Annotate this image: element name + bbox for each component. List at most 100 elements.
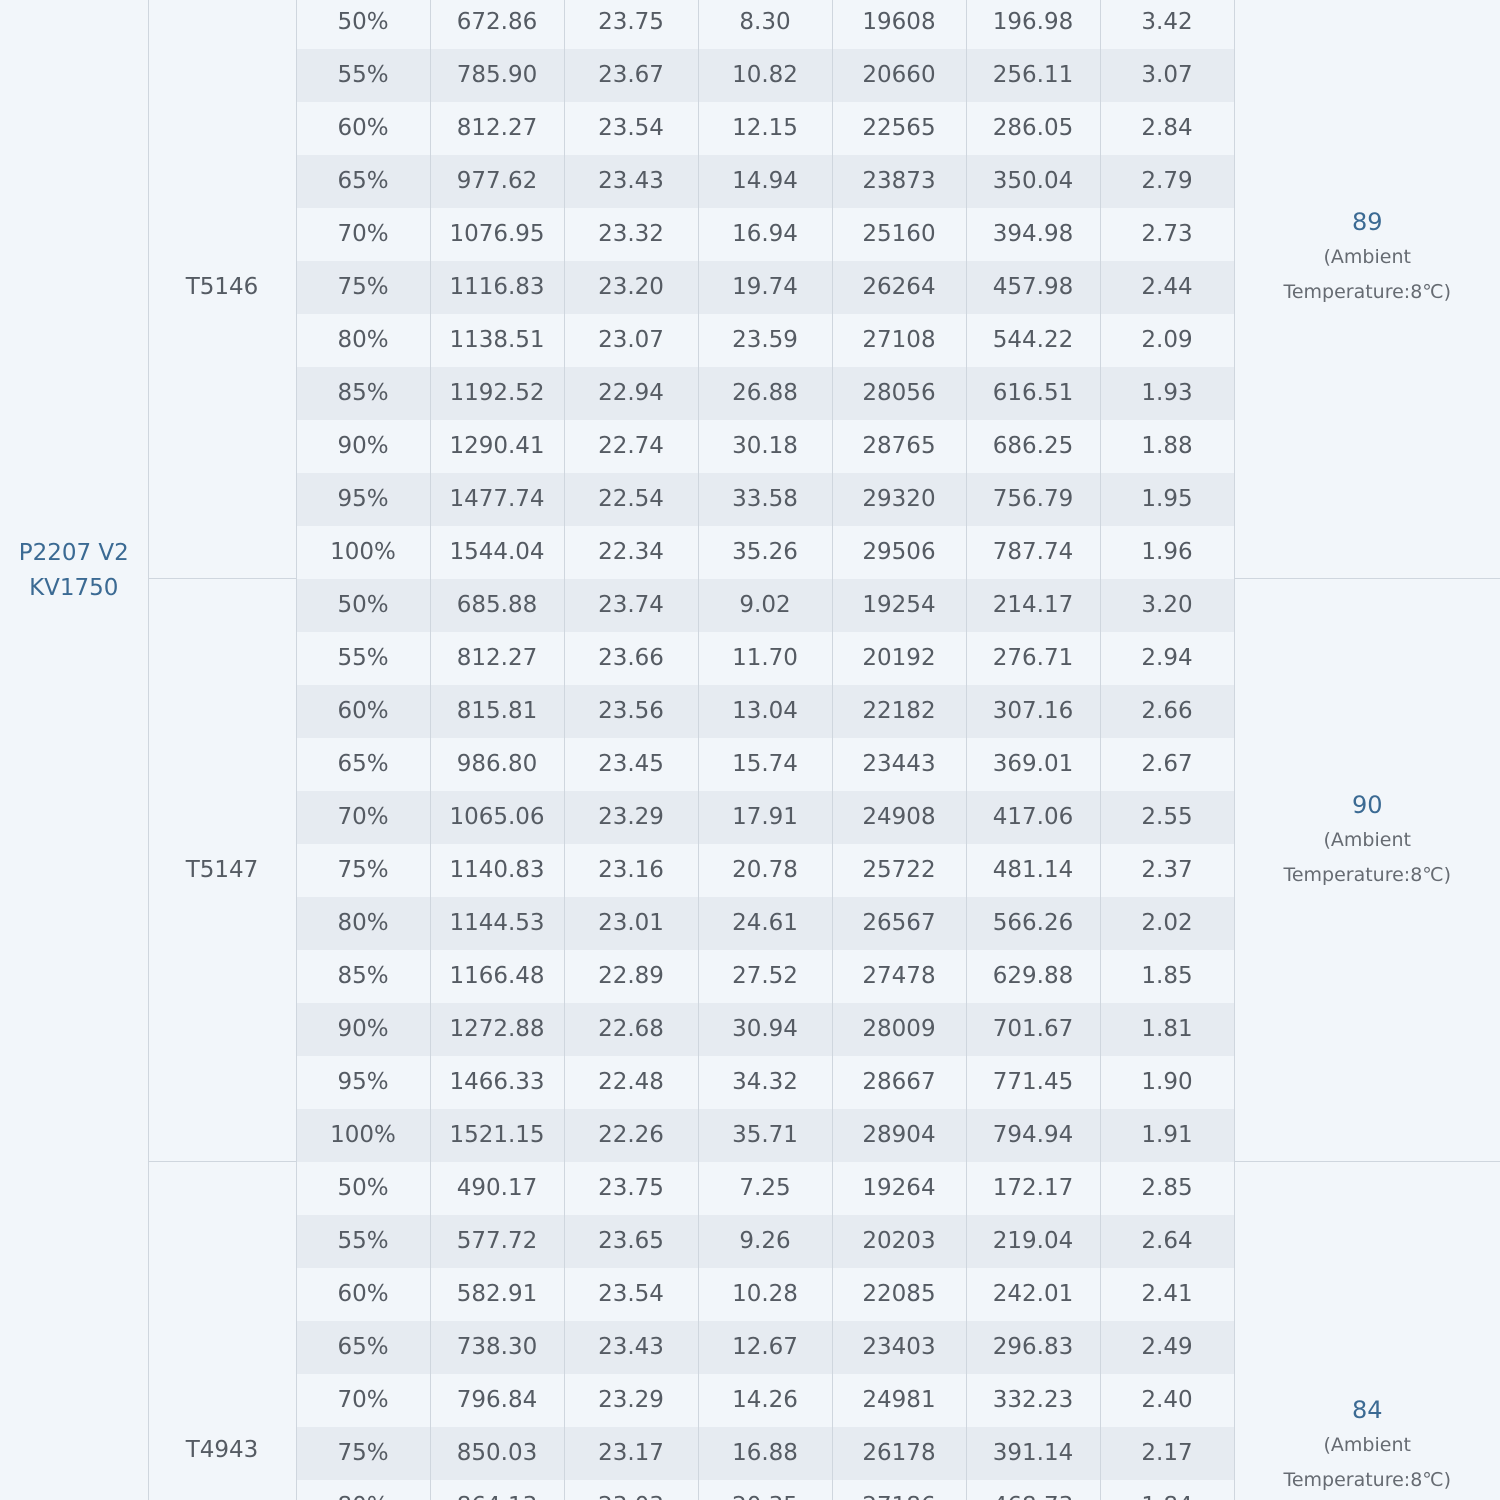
power-cell: 172.17 — [966, 1161, 1101, 1215]
rpm-cell: 28667 — [832, 1055, 967, 1109]
voltage-cell: 23.75 — [564, 1161, 699, 1215]
efficiency-cell: 2.17 — [1100, 1426, 1235, 1480]
rpm-cell: 23403 — [832, 1320, 967, 1374]
throttle-cell: 65% — [296, 154, 431, 208]
throttle-cell: 75% — [296, 843, 431, 897]
rpm-cell: 24981 — [832, 1373, 967, 1427]
throttle-cell: 65% — [296, 1320, 431, 1374]
voltage-cell: 23.29 — [564, 1373, 699, 1427]
throttle-cell: 95% — [296, 472, 431, 526]
throttle-cell: 90% — [296, 419, 431, 473]
thrust-cell: 685.88 — [430, 578, 565, 632]
thrust-cell: 1116.83 — [430, 260, 565, 314]
current-cell: 30.94 — [698, 1002, 833, 1056]
rpm-cell: 19254 — [832, 578, 967, 632]
efficiency-cell: 2.84 — [1100, 101, 1235, 155]
power-cell: 566.26 — [966, 896, 1101, 950]
power-cell: 771.45 — [966, 1055, 1101, 1109]
thrust-cell: 1140.83 — [430, 843, 565, 897]
rpm-cell: 25160 — [832, 207, 967, 261]
efficiency-cell: 1.90 — [1100, 1055, 1235, 1109]
throttle-cell: 85% — [296, 949, 431, 1003]
rpm-cell: 28904 — [832, 1108, 967, 1162]
power-cell: 276.71 — [966, 631, 1101, 685]
rpm-cell: 22565 — [832, 101, 967, 155]
propeller-name-cell: T5146 — [148, 0, 297, 579]
throttle-cell: 55% — [296, 48, 431, 102]
efficiency-cell: 3.20 — [1100, 578, 1235, 632]
thrust-cell: 850.03 — [430, 1426, 565, 1480]
thrust-cell: 1290.41 — [430, 419, 565, 473]
efficiency-cell: 2.73 — [1100, 207, 1235, 261]
thrust-cell: 1192.52 — [430, 366, 565, 420]
throttle-cell: 95% — [296, 1055, 431, 1109]
thrust-cell: 577.72 — [430, 1214, 565, 1268]
efficiency-cell: 2.67 — [1100, 737, 1235, 791]
thrust-cell: 1466.33 — [430, 1055, 565, 1109]
table-row: 70% 796.84 23.29 14.26 24981 332.23 2.40 — [0, 1373, 1500, 1427]
power-cell: 701.67 — [966, 1002, 1101, 1056]
rpm-cell: 19608 — [832, 0, 967, 49]
current-cell: 23.59 — [698, 313, 833, 367]
table-row: 75% 1116.83 23.20 19.74 26264 457.98 2.44 — [0, 260, 1500, 314]
efficiency-cell: 2.37 — [1100, 843, 1235, 897]
table-row: 70% 1065.06 23.29 17.91 24908 417.06 2.55 — [0, 790, 1500, 844]
rpm-cell: 27478 — [832, 949, 967, 1003]
power-cell: 544.22 — [966, 313, 1101, 367]
throttle-cell: 60% — [296, 684, 431, 738]
propeller-name-cell: T5147 — [148, 578, 297, 1162]
thrust-cell: 815.81 — [430, 684, 565, 738]
table-row: T5147 50% 685.88 23.74 9.02 19254 214.17 3.20 90… — [0, 578, 1500, 1162]
table-row: 65% 986.80 23.45 15.74 23443 369.01 2.67 — [0, 737, 1500, 791]
voltage-cell: 22.54 — [564, 472, 699, 526]
ambient-temperature-value: Temperature:8℃) — [1283, 281, 1452, 303]
rpm-cell: 24908 — [832, 790, 967, 844]
power-cell: 307.16 — [966, 684, 1101, 738]
rpm-cell: 28056 — [832, 366, 967, 420]
throttle-cell: 70% — [296, 1373, 431, 1427]
efficiency-cell: 1.95 — [1100, 472, 1235, 526]
rpm-cell: 26567 — [832, 896, 967, 950]
voltage-cell: 23.07 — [564, 313, 699, 367]
rpm-cell: 29320 — [832, 472, 967, 526]
thrust-cell: 1065.06 — [430, 790, 565, 844]
power-cell: 296.83 — [966, 1320, 1101, 1374]
efficiency-cell: 1.93 — [1100, 366, 1235, 420]
rpm-cell: 28765 — [832, 419, 967, 473]
voltage-cell: 22.68 — [564, 1002, 699, 1056]
motor-model-cell: P2207 V2 KV1750 — [0, 0, 149, 1500]
ambient-temperature-note: (Ambient — [1323, 1434, 1411, 1456]
temperature-value: 84 — [1351, 1396, 1383, 1424]
voltage-cell: 23.74 — [564, 578, 699, 632]
efficiency-cell: 2.55 — [1100, 790, 1235, 844]
table-row: 75% 850.03 23.17 16.88 26178 391.14 2.17 — [0, 1426, 1500, 1480]
table-row: 60% 815.81 23.56 13.04 22182 307.16 2.66 — [0, 684, 1500, 738]
current-cell: 19.74 — [698, 260, 833, 314]
voltage-cell: 23.66 — [564, 631, 699, 685]
table-row: 95% 1477.74 22.54 33.58 29320 756.79 1.95 — [0, 472, 1500, 526]
current-cell: 15.74 — [698, 737, 833, 791]
throttle-cell: 60% — [296, 1267, 431, 1321]
table-row: 70% 1076.95 23.32 16.94 25160 394.98 2.73 — [0, 207, 1500, 261]
current-cell: 20.35 — [698, 1479, 833, 1500]
throttle-cell: 50% — [296, 1161, 431, 1215]
thrust-cell: 490.17 — [430, 1161, 565, 1215]
current-cell: 24.61 — [698, 896, 833, 950]
thrust-cell: 1272.88 — [430, 1002, 565, 1056]
power-cell: 629.88 — [966, 949, 1101, 1003]
throttle-cell: 50% — [296, 0, 431, 49]
thrust-cell: 672.86 — [430, 0, 565, 49]
rpm-cell: 22182 — [832, 684, 967, 738]
voltage-cell: 23.56 — [564, 684, 699, 738]
table-row: 75% 1140.83 23.16 20.78 25722 481.14 2.37 — [0, 843, 1500, 897]
ambient-temperature-value: Temperature:8℃) — [1283, 864, 1452, 886]
efficiency-cell: 2.44 — [1100, 260, 1235, 314]
voltage-cell: 23.65 — [564, 1214, 699, 1268]
thrust-cell: 977.62 — [430, 154, 565, 208]
power-cell: 242.01 — [966, 1267, 1101, 1321]
table-row: 85% 1166.48 22.89 27.52 27478 629.88 1.85 — [0, 949, 1500, 1003]
table-row: 80% 1144.53 23.01 24.61 26567 566.26 2.02 — [0, 896, 1500, 950]
voltage-cell: 23.75 — [564, 0, 699, 49]
